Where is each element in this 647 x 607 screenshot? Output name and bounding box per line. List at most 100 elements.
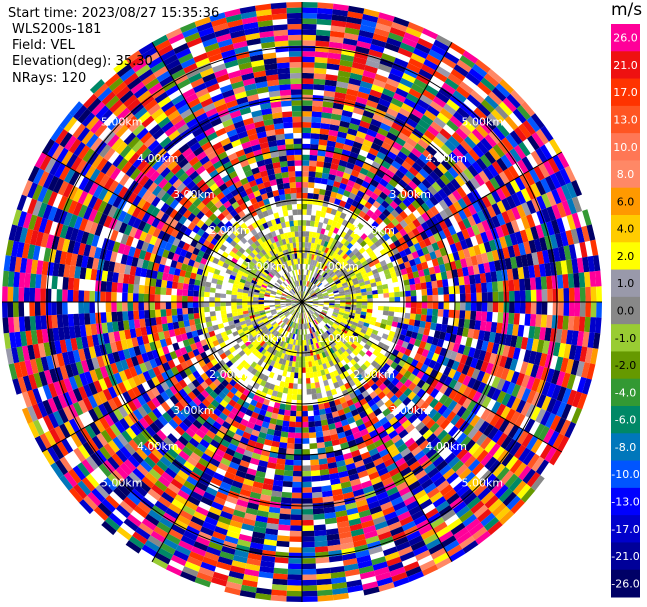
velocity-gate [589,271,597,287]
velocity-gate [481,252,489,264]
velocity-gate [171,295,177,302]
velocity-gate [422,149,434,161]
velocity-gate [280,303,286,306]
velocity-gate [561,387,572,404]
velocity-gate [518,242,527,256]
velocity-gate [203,302,210,308]
velocity-gate [475,283,482,293]
velocity-gate [446,99,460,112]
velocity-gate [457,198,468,210]
velocity-gate [374,28,390,38]
velocity-gate [334,141,345,150]
velocity-gate [362,139,373,148]
velocity-gate [317,294,323,297]
velocity-gate [475,233,484,245]
velocity-gate [464,355,474,367]
velocity-gate [504,438,517,453]
velocity-gate [376,183,386,192]
velocity-gate [89,312,96,325]
velocity-gate [337,165,346,173]
velocity-gate [335,193,344,201]
velocity-gate [326,63,340,71]
velocity-gate [307,247,311,254]
velocity-gate [522,468,536,484]
velocity-gate [431,280,438,289]
velocity-gate [331,251,338,258]
velocity-gate [494,105,509,120]
velocity-gate [414,123,428,135]
velocity-gate [484,180,496,193]
velocity-gate [193,312,200,320]
velocity-gate [461,364,471,376]
velocity-gate [334,296,340,299]
velocity-gate [546,191,557,207]
velocity-gate [311,388,317,395]
velocity-gate [421,261,429,270]
velocity-gate [328,237,335,244]
velocity-gate [370,118,382,128]
velocity-gate [334,294,340,297]
velocity-gate [276,540,290,548]
velocity-gate [565,329,574,345]
velocity-gate [366,287,373,292]
velocity-gate [336,282,342,287]
velocity-gate [302,236,306,243]
velocity-gate [454,334,463,345]
velocity-gate [35,274,42,289]
velocity-gate [329,36,344,44]
velocity-gate [492,446,505,460]
velocity-gate [505,182,516,196]
velocity-gate [367,305,373,310]
velocity-gate [549,138,562,155]
velocity-gate [343,233,351,241]
velocity-gate [283,475,293,482]
velocity-gate [410,52,426,64]
velocity-gate [348,5,365,14]
velocity-gate [407,364,416,374]
velocity-gate [505,369,515,383]
velocity-gate [194,318,201,325]
velocity-gate [592,255,601,272]
velocity-gate [496,157,508,172]
velocity-gate [519,173,531,189]
velocity-gate [439,383,449,395]
velocity-gate [296,394,302,401]
velocity-gate [318,233,324,240]
velocity-gate [530,302,537,315]
velocity-gate [411,367,421,377]
velocity-gate [298,372,302,379]
velocity-gate [325,275,331,281]
velocity-gate [321,264,326,270]
velocity-gate [539,353,548,367]
velocity-gate [328,129,339,137]
velocity-gate [454,302,461,311]
velocity-gate [83,290,90,302]
velocity-gate [466,94,481,108]
velocity-gate [509,148,522,163]
velocity-gate [486,282,493,293]
velocity-gate [337,131,348,139]
velocity-gate [408,166,419,177]
velocity-gate [374,321,382,328]
velocity-gate [384,83,398,93]
velocity-gate [67,277,75,291]
velocity-gate [446,235,455,246]
velocity-gate [209,302,215,307]
velocity-gate [308,165,317,172]
velocity-gate [332,288,339,292]
velocity-gate [366,340,373,347]
velocity-gate [340,302,346,305]
velocity-gate [500,184,511,198]
velocity-gate [410,264,418,273]
velocity-gate [481,311,488,322]
velocity-gate [357,343,364,351]
velocity-gate [427,125,440,137]
velocity-gate [490,190,502,203]
velocity-gate [536,289,542,302]
velocity-gate [360,269,367,276]
velocity-gate [78,302,85,314]
velocity-gate [302,596,318,602]
velocity-gate [462,327,470,338]
velocity-gate [491,429,504,444]
velocity-gate [395,372,404,381]
